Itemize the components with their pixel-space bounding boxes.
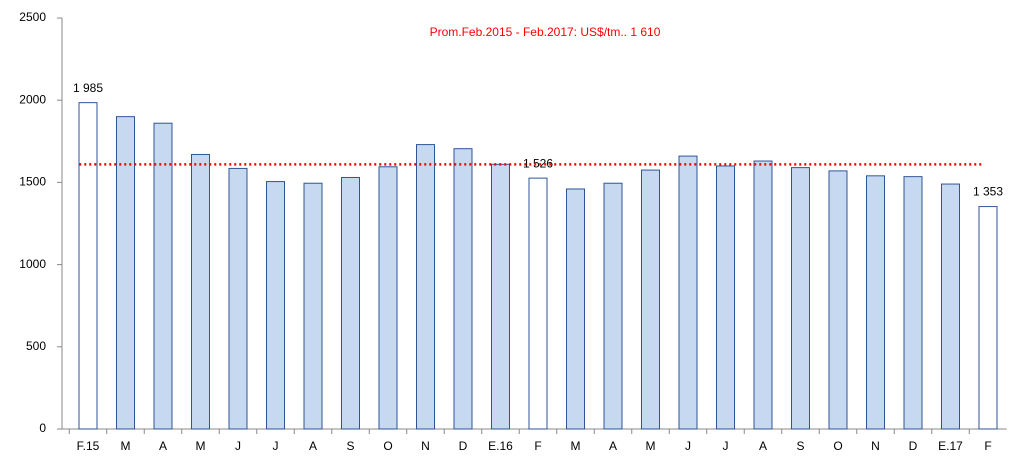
bar [641,169,660,430]
bar [978,206,998,430]
x-tick-label: A [309,439,317,453]
bar [416,144,435,430]
x-tick-label: S [796,439,804,453]
bar [903,176,923,430]
bar [828,170,848,430]
value-label: 1 526 [523,156,553,170]
bar [866,175,885,430]
bar [303,182,323,430]
bar [491,163,510,430]
x-tick-label: M [196,439,206,453]
bar [116,116,135,430]
y-tick-label: 2000 [19,92,46,106]
x-tick-label: D [459,439,468,453]
x-tick-label: A [759,439,767,453]
x-tick-label: M [646,439,656,453]
x-tick-label: F [984,439,991,453]
y-tick-label: 1000 [19,257,46,271]
x-tick-label: A [609,439,617,453]
bar [791,167,810,430]
bar [341,176,360,430]
bar [78,102,98,430]
bar [453,148,473,430]
x-tick-label: O [833,439,842,453]
x-tick-label: S [346,439,354,453]
bar [753,160,773,430]
x-tick-label: O [383,439,392,453]
bar [941,183,960,430]
bar [153,122,173,430]
average-annotation: Prom.Feb.2015 - Feb.2017: US$/tm.. 1 610 [430,25,661,39]
x-tick-label: J [685,439,691,453]
x-tick-label: N [421,439,430,453]
bar [678,155,698,430]
y-tick-label: 0 [39,421,46,435]
x-tick-label: N [871,439,880,453]
x-tick-label: M [571,439,581,453]
y-tick-label: 2500 [19,10,46,24]
x-tick-label: F [534,439,541,453]
x-tick-label: M [121,439,131,453]
value-label: 1 353 [973,185,1003,199]
x-tick-label: E.16 [488,439,513,453]
bar [566,188,585,430]
x-tick-label: F.15 [77,439,100,453]
value-label: 1 985 [73,81,103,95]
bar [528,177,548,430]
x-tick-label: J [273,439,279,453]
y-tick-label: 1500 [19,175,46,189]
y-tick-label: 500 [26,339,46,353]
x-tick-label: D [909,439,918,453]
bar [603,182,623,430]
x-tick-label: J [723,439,729,453]
bar [266,181,285,430]
x-tick-label: A [159,439,167,453]
bar [228,167,248,430]
x-tick-label: J [235,439,241,453]
bar [378,166,398,430]
bar [191,153,210,430]
x-tick-label: E.17 [938,439,963,453]
bar [716,165,735,430]
